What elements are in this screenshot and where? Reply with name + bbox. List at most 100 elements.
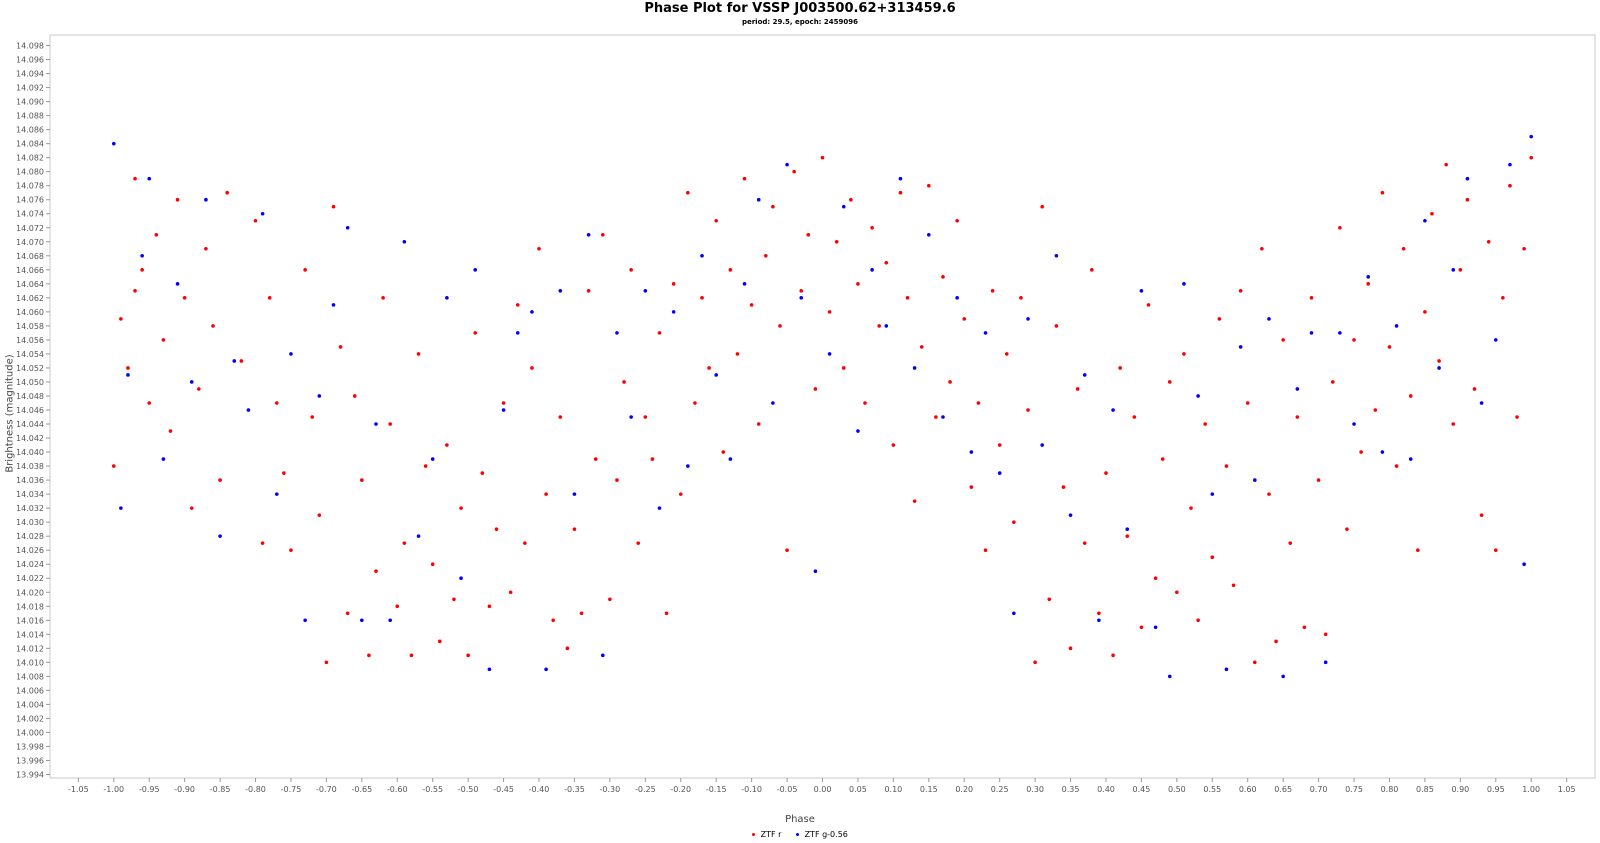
point-ztf-r bbox=[615, 478, 619, 482]
point-ztf-g bbox=[1323, 660, 1328, 665]
x-tick-label: 0.10 bbox=[884, 785, 902, 794]
point-ztf-r bbox=[813, 387, 818, 391]
point-ztf-g bbox=[1281, 674, 1285, 679]
point-ztf-r bbox=[459, 506, 463, 510]
point-ztf-g bbox=[1026, 317, 1030, 321]
chart-subtitle: period: 29.5, epoch: 2459096 bbox=[741, 18, 859, 26]
point-ztf-r bbox=[133, 289, 137, 293]
point-ztf-r bbox=[402, 541, 407, 545]
plot-frame bbox=[49, 34, 1596, 779]
point-ztf-g bbox=[388, 618, 392, 623]
point-ztf-r bbox=[1366, 282, 1371, 286]
point-ztf-r bbox=[1104, 471, 1108, 475]
point-ztf-g bbox=[870, 268, 874, 272]
y-tick-label: 14.080 bbox=[16, 168, 44, 177]
point-ztf-r bbox=[983, 548, 988, 552]
x-tick-label: -0.80 bbox=[245, 785, 266, 794]
point-ztf-r bbox=[1082, 541, 1087, 545]
point-ztf-g bbox=[445, 296, 449, 300]
point-ztf-g bbox=[1040, 443, 1045, 447]
x-tick-label: 0.70 bbox=[1310, 785, 1328, 794]
point-ztf-g bbox=[600, 653, 605, 658]
y-tick-label: 14.028 bbox=[16, 532, 44, 541]
point-ztf-r bbox=[756, 422, 761, 426]
point-ztf-r bbox=[927, 183, 931, 188]
point-ztf-g bbox=[1097, 618, 1101, 623]
point-ztf-r bbox=[1352, 338, 1356, 342]
point-ztf-r bbox=[1345, 527, 1349, 531]
point-ztf-r bbox=[331, 204, 336, 209]
point-ztf-r bbox=[586, 289, 591, 293]
point-ztf-r bbox=[409, 653, 414, 658]
point-ztf-g bbox=[1465, 176, 1470, 181]
point-ztf-r bbox=[360, 478, 364, 482]
x-tick-label: -0.75 bbox=[281, 785, 302, 794]
point-ztf-r bbox=[452, 597, 456, 602]
point-ztf-r bbox=[133, 176, 137, 181]
point-ztf-r bbox=[473, 331, 478, 335]
y-tick-label: 14.098 bbox=[16, 42, 44, 51]
point-ztf-r bbox=[289, 548, 293, 552]
point-ztf-r bbox=[1040, 204, 1045, 209]
point-ztf-r bbox=[1189, 506, 1193, 510]
point-ztf-g bbox=[643, 289, 648, 293]
point-ztf-r bbox=[593, 457, 598, 461]
point-ztf-r bbox=[1061, 485, 1066, 489]
y-tick-label: 14.060 bbox=[16, 308, 44, 317]
point-ztf-r bbox=[388, 422, 392, 426]
x-tick-label: -0.60 bbox=[387, 785, 408, 794]
point-ztf-r bbox=[140, 268, 144, 272]
point-ztf-r bbox=[572, 527, 577, 531]
point-ztf-r bbox=[1529, 155, 1534, 160]
point-ztf-g bbox=[714, 373, 718, 377]
point-ztf-g bbox=[1508, 162, 1512, 167]
point-ztf-r bbox=[558, 415, 563, 419]
point-ztf-r bbox=[1090, 268, 1094, 272]
point-ztf-r bbox=[267, 296, 272, 300]
point-ztf-r bbox=[189, 506, 194, 510]
point-ztf-r bbox=[324, 660, 329, 665]
point-ztf-g bbox=[530, 310, 534, 314]
x-tick-label: 0.95 bbox=[1487, 785, 1505, 794]
point-ztf-g bbox=[501, 408, 506, 412]
point-ztf-g bbox=[246, 408, 251, 412]
point-ztf-r bbox=[211, 324, 215, 328]
point-ztf-r bbox=[1430, 211, 1434, 216]
x-tick-label: 0.45 bbox=[1133, 785, 1151, 794]
point-ztf-g bbox=[1267, 317, 1271, 321]
point-ztf-g bbox=[430, 457, 435, 461]
point-ztf-r bbox=[856, 282, 860, 286]
x-tick-label: -0.70 bbox=[316, 785, 337, 794]
point-ztf-g bbox=[161, 457, 166, 461]
point-ztf-r bbox=[381, 296, 385, 300]
legend-item-ztf-g: ZTF g-0.56 bbox=[796, 830, 848, 839]
y-tick-label: 14.088 bbox=[16, 112, 44, 121]
point-ztf-r bbox=[154, 232, 159, 237]
point-ztf-g bbox=[700, 253, 704, 258]
y-tick-label: 14.000 bbox=[16, 728, 44, 737]
point-ztf-r bbox=[1231, 583, 1236, 588]
x-tick-label: 1.05 bbox=[1558, 785, 1576, 794]
y-tick-label: 14.056 bbox=[16, 336, 44, 345]
point-ztf-r bbox=[778, 324, 782, 328]
point-ztf-g bbox=[884, 324, 889, 328]
y-tick-label: 14.026 bbox=[16, 546, 44, 555]
y-tick-label: 14.082 bbox=[16, 154, 44, 163]
point-ztf-g bbox=[1167, 674, 1172, 679]
point-ztf-r bbox=[1373, 408, 1378, 412]
point-ztf-g bbox=[1352, 422, 1356, 426]
y-tick-label: 14.042 bbox=[16, 434, 44, 443]
x-tick-label: 0.55 bbox=[1203, 785, 1221, 794]
y-tick-label: 14.020 bbox=[16, 588, 44, 597]
x-tick-label: -0.25 bbox=[635, 785, 656, 794]
x-axis-ticks: -1.05 -1.00 -0.95 -0.90 -0.85 -0.80 -0.75 -0.70… bbox=[68, 778, 1576, 794]
point-ztf-r bbox=[338, 345, 343, 349]
x-tick-label: -0.65 bbox=[351, 785, 372, 794]
point-ztf-r bbox=[969, 485, 974, 489]
point-ztf-r bbox=[1316, 478, 1321, 482]
point-ztf-r bbox=[317, 513, 322, 517]
point-ztf-g bbox=[232, 359, 237, 363]
x-tick-label: 0.40 bbox=[1097, 785, 1115, 794]
point-ztf-g bbox=[119, 506, 123, 510]
y-tick-label: 14.074 bbox=[16, 210, 44, 219]
